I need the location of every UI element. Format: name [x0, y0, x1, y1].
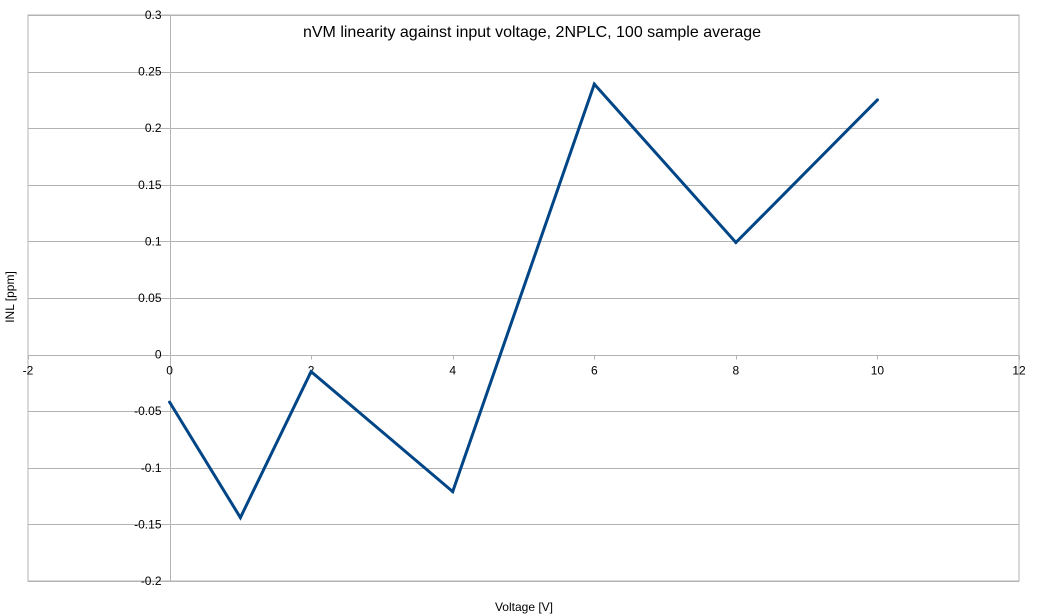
y-tick-labels: -0.2 -0.15 -0.1 -0.05 0 0.05 0.1 0.15 0.2 0.25 0.3: [134, 8, 162, 588]
data-point: [168, 400, 172, 404]
series-line: [168, 81, 879, 521]
y-tick-label: 0.2: [145, 121, 162, 135]
x-tick-labels: -2024681012: [23, 364, 1026, 378]
y-tick-label: 0.25: [138, 65, 162, 79]
series: [168, 81, 879, 521]
data-point: [734, 241, 738, 245]
x-tick-label: -2: [23, 364, 34, 378]
x-tick-label: 4: [449, 364, 456, 378]
y-tick-label: 0: [155, 348, 162, 362]
y-tick-label: 0.3: [145, 8, 162, 22]
y-tick-label: -0.1: [141, 461, 162, 475]
x-tick-label: 10: [871, 364, 885, 378]
data-point: [451, 490, 455, 494]
data-point: [592, 82, 596, 86]
data-point: [309, 370, 313, 374]
y-tick-label: 0.1: [145, 234, 162, 248]
y-tick-label: -0.15: [134, 517, 162, 531]
y-axis-title: INL [ppm]: [3, 271, 17, 323]
data-point: [238, 516, 242, 520]
y-tick-label: -0.2: [141, 574, 162, 588]
chart-title: nVM linearity against input voltage, 2NP…: [303, 24, 761, 41]
y-tick-label: 0.05: [138, 291, 162, 305]
x-tick-label: 12: [1012, 364, 1026, 378]
y-tick-label: -0.05: [134, 404, 162, 418]
x-tick-label: 8: [733, 364, 740, 378]
axes: [28, 15, 1020, 582]
x-axis-title: Voltage [V]: [495, 600, 553, 614]
y-tick-label: 0.15: [138, 178, 162, 192]
x-tick-label: 6: [591, 364, 598, 378]
data-point: [875, 98, 879, 102]
grid: [27, 14, 1020, 582]
x-tick-label: 0: [166, 364, 173, 378]
